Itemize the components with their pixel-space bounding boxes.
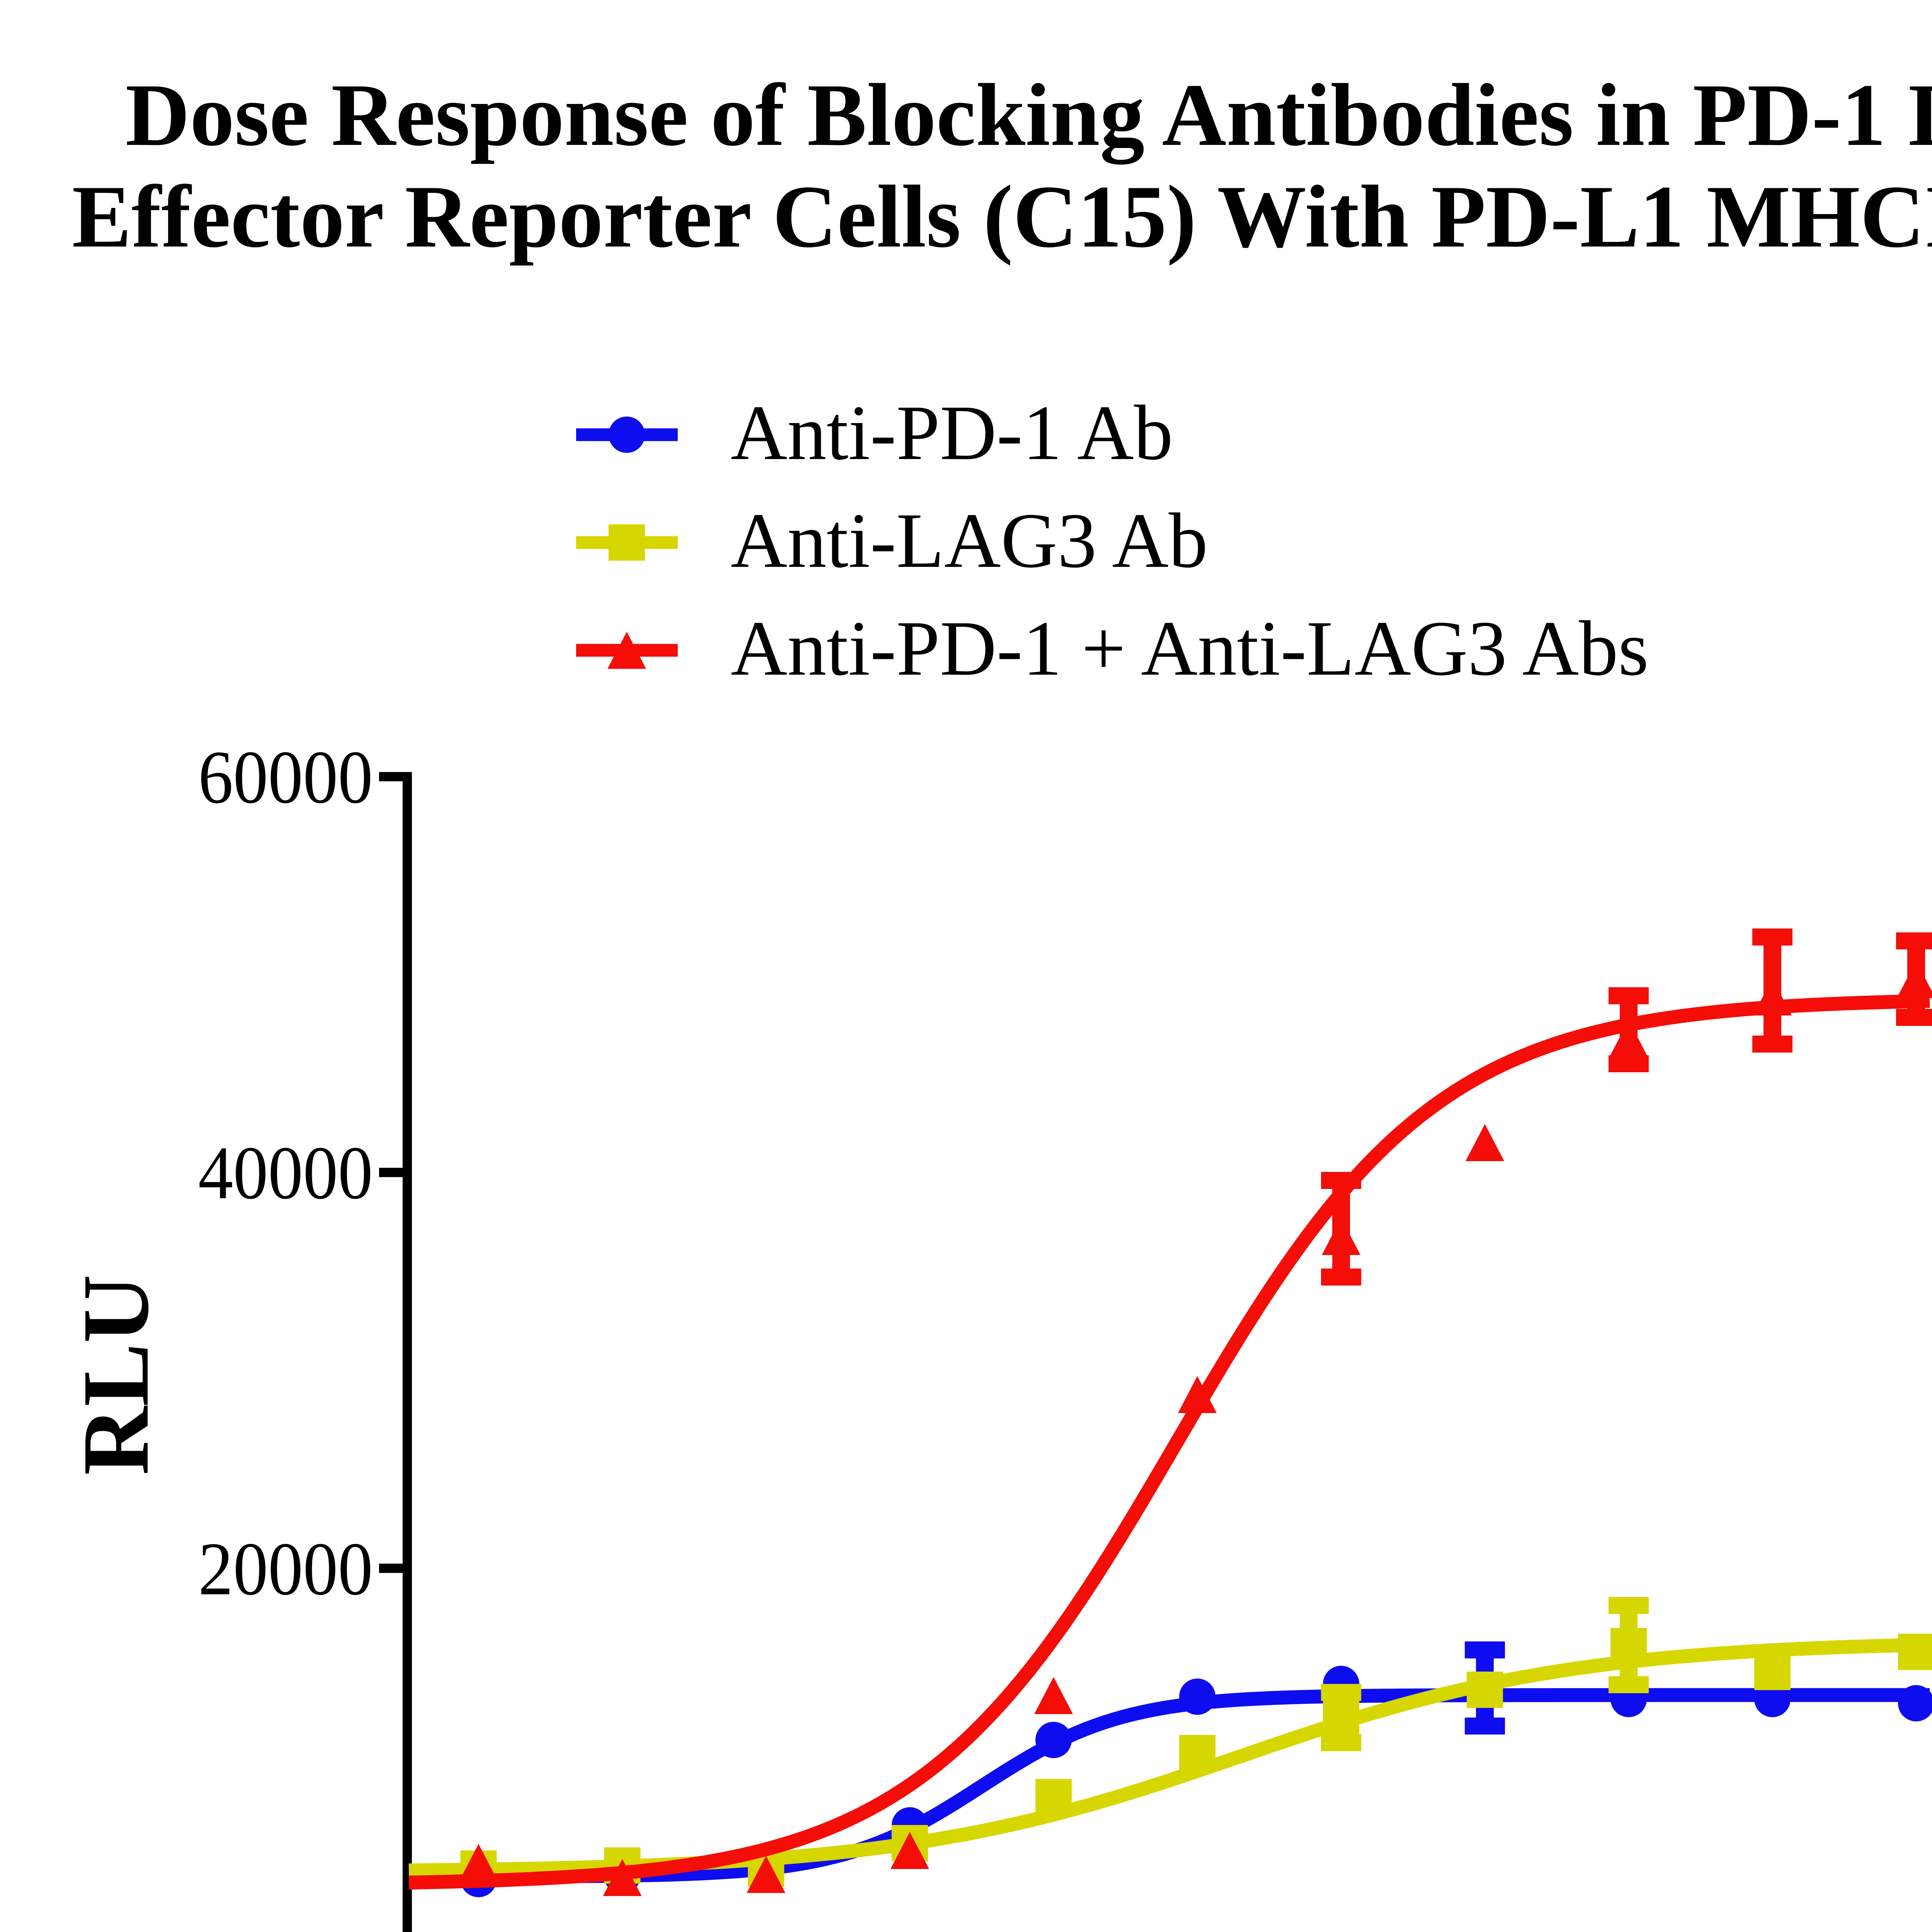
svg-text:60000: 60000: [198, 735, 373, 819]
svg-text:Effector Reporter Cells (C15): Effector Reporter Cells (C15) With PD-L1…: [72, 167, 1932, 266]
svg-text:0: 0: [335, 1923, 373, 1932]
svg-text:Anti-PD-1 + Anti-LAG3 Abs: Anti-PD-1 + Anti-LAG3 Abs: [731, 605, 1649, 692]
svg-text:RLU: RLU: [63, 1274, 168, 1475]
svg-text:40000: 40000: [198, 1131, 373, 1215]
svg-text:Anti-PD-1 Ab: Anti-PD-1 Ab: [731, 389, 1173, 476]
svg-text:Anti-LAG3 Ab: Anti-LAG3 Ab: [731, 497, 1208, 584]
svg-text:Dose Response of Blocking Anti: Dose Response of Blocking Antibodies in …: [126, 65, 1932, 165]
svg-text:20000: 20000: [198, 1527, 373, 1611]
